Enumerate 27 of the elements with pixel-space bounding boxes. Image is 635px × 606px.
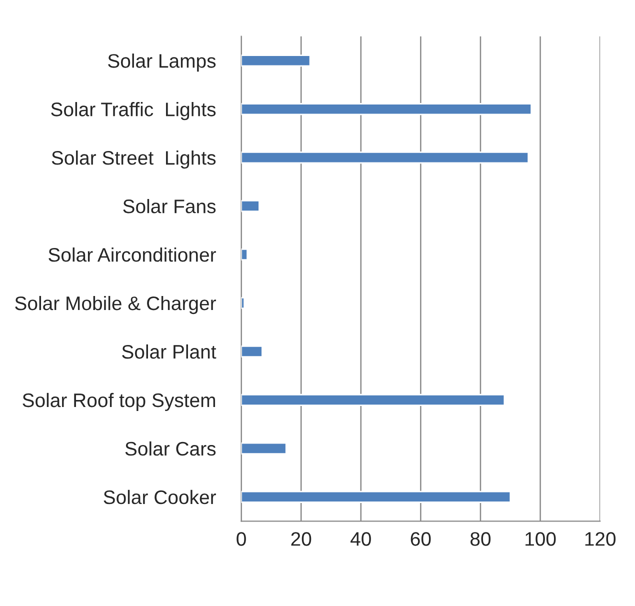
x-tick-label: 100 bbox=[526, 532, 556, 546]
y-tick-label: Solar Cars bbox=[125, 441, 216, 456]
bar bbox=[241, 490, 512, 503]
bar bbox=[241, 103, 532, 116]
x-tick-label: 40 bbox=[350, 532, 371, 546]
bar bbox=[241, 345, 263, 358]
x-tick-label: 80 bbox=[470, 532, 491, 546]
y-tick-label: Solar Mobile & Charger bbox=[15, 296, 216, 314]
bar bbox=[241, 152, 530, 164]
y-tick-label: Solar Traffic Lights bbox=[51, 102, 216, 120]
bar bbox=[241, 296, 245, 310]
bar bbox=[241, 54, 311, 67]
bar bbox=[241, 442, 287, 454]
y-tick-label: Solar Plant bbox=[122, 344, 216, 359]
x-tick-label: 60 bbox=[410, 532, 431, 546]
y-tick-label: Solar Fans bbox=[123, 198, 216, 214]
bar bbox=[241, 394, 506, 406]
y-tick-label: Solar Cooker bbox=[104, 490, 216, 504]
x-tick-label: 0 bbox=[236, 532, 246, 546]
y-tick-label: Solar Lamps bbox=[108, 54, 216, 72]
x-tick-label: 20 bbox=[291, 532, 312, 546]
x-tick-label: 120 bbox=[585, 532, 616, 546]
y-tick-label: Solar Airconditioner bbox=[48, 247, 216, 262]
bar bbox=[241, 248, 248, 261]
y-tick-label: Solar Roof top System bbox=[22, 392, 216, 412]
bar bbox=[241, 200, 260, 212]
y-tick-label: Solar Street Lights bbox=[52, 150, 216, 169]
